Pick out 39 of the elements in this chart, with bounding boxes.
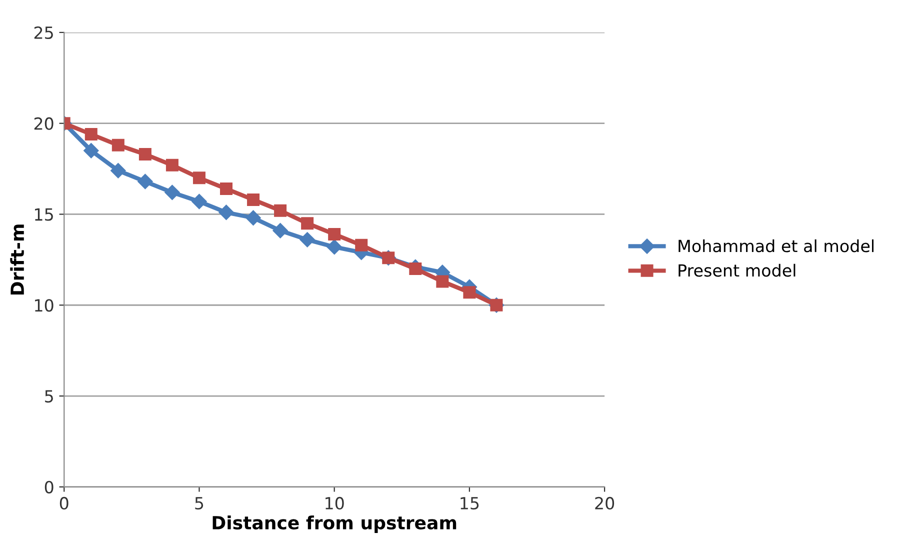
point <box>166 158 178 172</box>
point <box>409 262 422 276</box>
point <box>463 286 476 299</box>
y-tick-label: 25 <box>34 26 53 40</box>
point <box>138 148 152 160</box>
point <box>328 228 341 240</box>
point <box>164 184 180 200</box>
y-tick-label: 10 <box>35 299 54 312</box>
y-tick-label: 15 <box>35 208 53 221</box>
point <box>220 182 232 196</box>
point <box>110 163 126 178</box>
x-tick-label: 0 <box>60 496 68 510</box>
point <box>138 174 153 190</box>
y-tick-label: 5 <box>45 390 53 403</box>
y-axis-title: Drift-m <box>10 224 24 294</box>
point <box>272 223 288 238</box>
x-tick-label: 5 <box>195 497 204 510</box>
point <box>112 138 124 152</box>
point <box>192 194 207 210</box>
point <box>326 239 342 255</box>
point <box>246 210 261 226</box>
point <box>192 172 206 184</box>
point <box>436 275 449 288</box>
point <box>247 193 260 206</box>
x-axis-title: Distance from upstream <box>212 516 456 534</box>
legend-label: Present model <box>678 264 796 277</box>
point <box>84 128 98 141</box>
x-tick-label: 20 <box>595 496 614 510</box>
point <box>274 204 287 217</box>
legend-label: Mohammad et al model <box>678 239 874 252</box>
point <box>218 204 234 220</box>
point <box>355 238 368 252</box>
point <box>84 143 99 158</box>
y-tick-label: 20 <box>34 117 54 130</box>
point <box>300 232 315 248</box>
point <box>301 217 314 230</box>
x-tick-label: 10 <box>326 496 344 510</box>
x-tick-label: 15 <box>460 497 479 510</box>
y-tick-label: 0 <box>44 480 54 494</box>
